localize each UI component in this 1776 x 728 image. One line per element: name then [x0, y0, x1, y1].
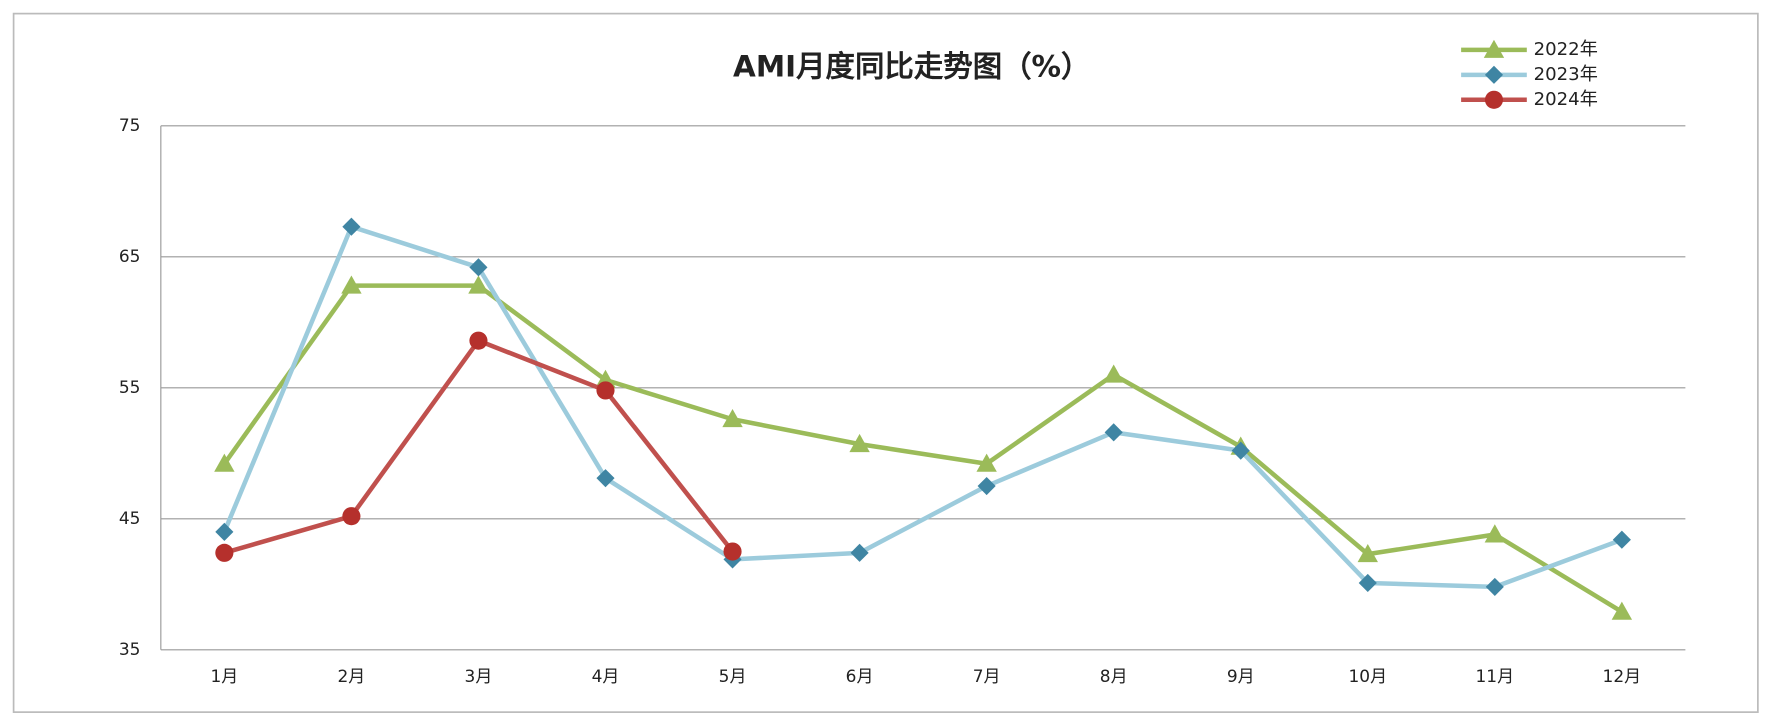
x-tick-label: 3月	[465, 667, 493, 687]
data-point	[1485, 577, 1504, 596]
legend-label: 2022年	[1534, 39, 1598, 60]
data-point	[469, 258, 488, 277]
y-tick-label: 65	[119, 247, 141, 267]
y-tick-label: 75	[119, 116, 141, 136]
data-point	[976, 453, 997, 472]
data-point	[596, 381, 615, 400]
data-point	[214, 453, 235, 472]
legend-marker	[1484, 65, 1504, 84]
y-tick-label: 55	[119, 378, 141, 398]
data-point	[722, 409, 743, 428]
x-tick-label: 1月	[210, 667, 238, 687]
data-point	[341, 275, 362, 294]
data-point	[469, 331, 488, 350]
data-point	[1231, 441, 1250, 460]
x-tick-label: 7月	[973, 667, 1001, 687]
data-point	[1484, 524, 1506, 543]
x-tick-label: 10月	[1348, 667, 1387, 687]
data-point	[1357, 543, 1378, 563]
x-tick-label: 9月	[1227, 667, 1255, 687]
x-tick-label: 8月	[1100, 667, 1128, 687]
chart-title: AMI月度同比走势图（%）	[733, 50, 1090, 84]
data-point	[850, 543, 869, 562]
data-point	[1358, 573, 1377, 593]
data-point	[342, 507, 361, 526]
y-tick-label: 35	[119, 640, 141, 660]
legend-label: 2023年	[1534, 64, 1598, 85]
data-point	[1612, 530, 1631, 549]
legend-marker	[1484, 90, 1504, 109]
x-tick-label: 12月	[1603, 667, 1642, 687]
chart-frame	[12, 12, 1759, 713]
x-tick-label: 4月	[592, 667, 620, 687]
x-tick-label: 2月	[338, 667, 366, 687]
data-point	[849, 433, 870, 453]
x-tick-label: 6月	[846, 667, 874, 687]
data-point	[468, 275, 489, 294]
series-line	[222, 224, 1623, 590]
data-point	[1611, 601, 1633, 620]
y-tick-label: 45	[119, 509, 141, 529]
data-point	[1103, 364, 1124, 383]
data-point	[723, 542, 742, 561]
data-point	[215, 522, 234, 541]
data-point	[977, 476, 996, 496]
data-point	[342, 217, 361, 236]
legend-label: 2024年	[1534, 89, 1598, 110]
data-point	[215, 543, 234, 562]
x-tick-label: 11月	[1476, 667, 1515, 687]
legend-marker	[1483, 39, 1505, 58]
series-line	[222, 283, 1624, 614]
x-tick-label: 5月	[719, 667, 747, 687]
data-point	[1104, 423, 1123, 442]
